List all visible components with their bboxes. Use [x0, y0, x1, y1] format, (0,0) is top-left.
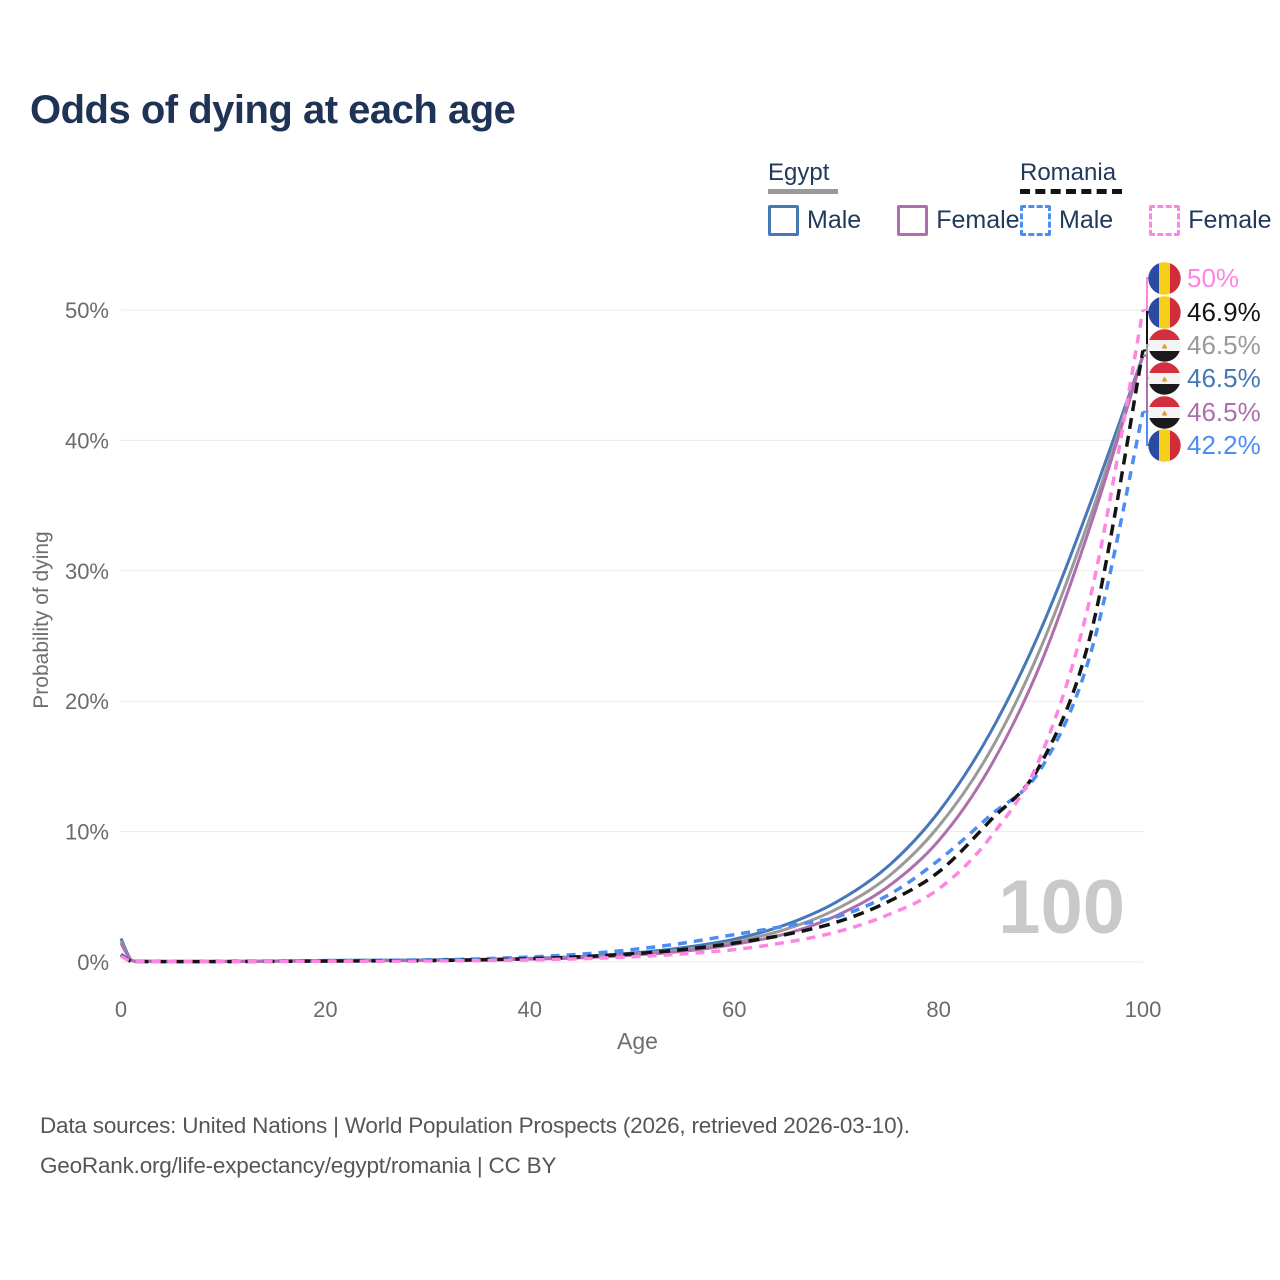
legend-item-egypt-male[interactable]: Male [768, 205, 861, 236]
egypt-flag-icon [1148, 328, 1181, 362]
svg-text:20%: 20% [65, 689, 109, 714]
end-label-row-romania-0: 50% [1148, 261, 1239, 295]
svg-text:40%: 40% [65, 428, 109, 453]
legend-header-egypt[interactable]: Egypt [768, 159, 830, 186]
egypt-flag-icon [1148, 361, 1181, 395]
legend-item-label: Male [1059, 206, 1114, 234]
egypt-female-swatch-icon[interactable] [897, 205, 929, 236]
svg-text:10%: 10% [65, 820, 109, 845]
end-value-text: 46.9% [1187, 296, 1261, 327]
svg-text:40: 40 [518, 997, 542, 1022]
series-line-romania-male [119, 411, 1145, 964]
end-value-text: 50% [1187, 262, 1240, 293]
series-line-egypt-male [119, 355, 1145, 963]
end-value-text: 46.5% [1187, 329, 1261, 360]
end-value-text: 42.2% [1187, 429, 1261, 460]
footer-line-license: GeoRank.org/life-expectancy/egypt/romani… [40, 1153, 557, 1178]
legend-item-label: Male [807, 206, 862, 234]
series-line-romania-female [120, 309, 1145, 964]
end-label-row-egypt-2: 46.5% [1148, 328, 1261, 362]
svg-text:80: 80 [926, 997, 950, 1022]
svg-text:100: 100 [1125, 997, 1162, 1022]
svg-text:0%: 0% [77, 950, 109, 975]
romania-flag-icon [1148, 428, 1181, 462]
end-value-text: 46.5% [1187, 362, 1261, 393]
series-line-egypt [119, 355, 1145, 963]
end-label-row-egypt-3: 46.5% [1148, 361, 1261, 395]
svg-text:0: 0 [115, 997, 127, 1022]
series-line-romania [120, 350, 1145, 964]
legend-group-romania: Romania Male Female [1020, 160, 1272, 236]
egypt-male-swatch-icon[interactable] [768, 205, 799, 236]
legend-item-egypt-female[interactable]: Female [897, 205, 1020, 236]
svg-text:20: 20 [313, 997, 337, 1022]
svg-text:50%: 50% [65, 298, 109, 323]
age-watermark: 100 [998, 865, 1125, 950]
romania-female-swatch-icon[interactable] [1149, 205, 1181, 236]
page-title: Odds of dying at each age [30, 88, 516, 132]
footer-attribution: Data sources: United Nations | World Pop… [40, 1106, 1240, 1186]
x-axis-title: Age [617, 1028, 658, 1054]
end-label-row-romania-5: 42.2% [1148, 428, 1261, 462]
egypt-all-line-sample [768, 189, 838, 194]
romania-all-line-sample [1020, 189, 1122, 194]
romania-flag-icon [1148, 261, 1181, 295]
legend-header-romania[interactable]: Romania [1020, 159, 1117, 186]
legend-item-romania-female[interactable]: Female [1149, 205, 1272, 236]
end-label-row-romania-1: 46.9% [1148, 295, 1261, 329]
svg-text:30%: 30% [65, 559, 109, 584]
series-line-egypt-female [119, 355, 1145, 963]
legend-item-label: Female [1188, 206, 1272, 234]
romania-male-swatch-icon[interactable] [1020, 205, 1051, 236]
legend-item-label: Female [936, 206, 1020, 234]
legend-item-romania-male[interactable]: Male [1020, 205, 1113, 236]
footer-line-sources: Data sources: United Nations | World Pop… [40, 1113, 910, 1138]
romania-flag-icon [1148, 295, 1181, 329]
egypt-flag-icon [1148, 395, 1181, 429]
svg-text:60: 60 [722, 997, 746, 1022]
end-value-text: 46.5% [1187, 396, 1261, 427]
end-label-row-egypt-4: 46.5% [1148, 395, 1261, 429]
legend-group-egypt: Egypt Male Female [768, 160, 1020, 236]
y-axis-title: Probability of dying [30, 531, 53, 709]
